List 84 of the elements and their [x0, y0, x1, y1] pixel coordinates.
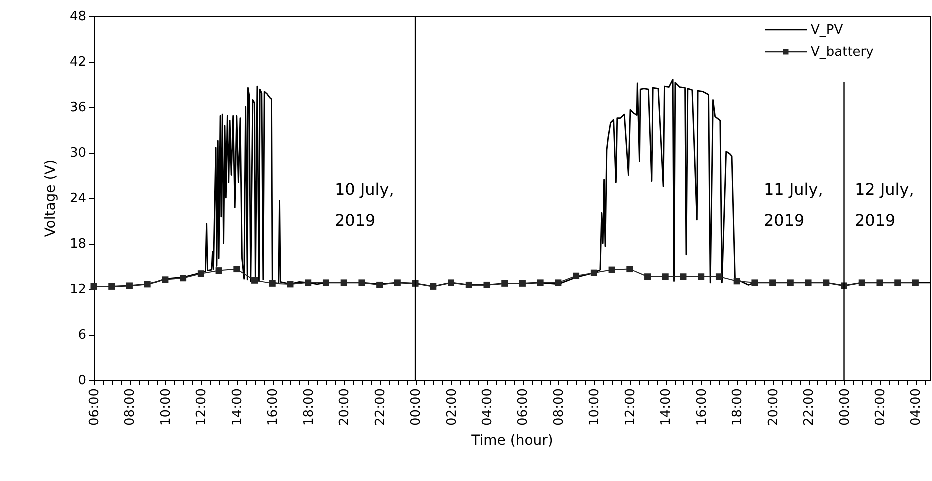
x-tick-label: 20:00 — [338, 388, 353, 426]
point — [448, 280, 455, 286]
y-tick-label: 30 — [70, 146, 86, 161]
point — [626, 266, 634, 273]
x-tick-label: 04:00 — [480, 388, 496, 426]
x-tick-label: 04:00 — [909, 388, 924, 426]
point — [644, 274, 651, 280]
point — [770, 280, 776, 286]
x-axis-title: Time (hour) — [470, 432, 554, 449]
point — [519, 280, 526, 287]
y-tick-label: 24 — [70, 192, 86, 206]
x-tick-label: 02:00 — [873, 388, 888, 426]
y-tick-label: 48 — [70, 10, 86, 24]
point — [484, 282, 490, 288]
point — [502, 280, 508, 287]
point — [894, 280, 902, 286]
point — [305, 280, 312, 286]
point — [573, 272, 580, 280]
point — [162, 276, 169, 284]
x-tick-label: 20:00 — [766, 388, 782, 426]
point — [358, 280, 366, 286]
legend-label: V_battery — [811, 45, 874, 60]
annotation: 10 July, 2019 — [335, 180, 394, 230]
y-axis-title: Voltage (V) — [42, 160, 59, 238]
point — [234, 266, 240, 273]
legend-label: V_PV — [811, 23, 844, 38]
point — [126, 282, 133, 290]
x-tick-label: 22:00 — [373, 388, 388, 426]
x-tick-label: 10:00 — [588, 388, 603, 426]
point — [608, 266, 616, 274]
y-tick-label: 42 — [70, 55, 86, 70]
point — [198, 270, 204, 278]
point — [662, 274, 669, 280]
point — [555, 280, 562, 286]
point — [180, 275, 187, 282]
x-tick-label: 18:00 — [730, 388, 746, 426]
point — [216, 268, 222, 274]
annotation: 11 July, 2019 — [764, 180, 824, 230]
point — [823, 280, 830, 286]
point — [787, 280, 794, 286]
point — [376, 282, 384, 288]
point — [590, 270, 598, 276]
point — [322, 280, 330, 286]
point — [340, 280, 348, 286]
x-tick-label: 12:00 — [623, 388, 638, 426]
x-tick-label: 06:00 — [88, 388, 102, 426]
point — [734, 278, 740, 285]
x-tick-label: 06:00 — [516, 388, 532, 426]
x-tick-label: 22:00 — [802, 388, 818, 426]
x-tick-label: 08:00 — [123, 388, 138, 426]
point — [752, 280, 758, 286]
point — [698, 274, 705, 280]
point — [430, 283, 437, 290]
point — [252, 277, 258, 284]
y-tick-label: 6 — [78, 328, 86, 343]
y-tick-label: 12 — [70, 282, 86, 298]
point — [144, 281, 151, 288]
y-tick-label: 0 — [78, 374, 86, 388]
point — [287, 281, 294, 288]
point — [858, 280, 866, 286]
point — [876, 280, 884, 286]
point — [716, 274, 722, 280]
x-tick-label: 00:00 — [409, 388, 424, 426]
y-tick-label: 36 — [70, 100, 86, 116]
x-tick-label: 14:00 — [659, 388, 674, 426]
x-tick-label: 08:00 — [552, 388, 567, 426]
x-tick-label: 18:00 — [302, 388, 317, 426]
x-tick-label: 16:00 — [266, 388, 282, 426]
point — [394, 280, 401, 286]
x-tick-label: 00:00 — [838, 388, 853, 426]
point — [466, 282, 472, 288]
x-tick-label: 12:00 — [194, 388, 210, 426]
x-tick-label: 16:00 — [694, 388, 710, 426]
y-tick-label: 18 — [70, 237, 86, 252]
x-tick-label: 10:00 — [158, 388, 174, 426]
point — [912, 280, 919, 286]
point — [805, 280, 812, 286]
point — [108, 283, 116, 290]
point — [537, 280, 544, 286]
point — [269, 280, 276, 287]
point — [680, 274, 687, 280]
x-tick-label: 02:00 — [444, 388, 460, 426]
annotation: 12 July, 2019 — [855, 180, 914, 230]
x-tick-label: 14:00 — [230, 388, 246, 426]
